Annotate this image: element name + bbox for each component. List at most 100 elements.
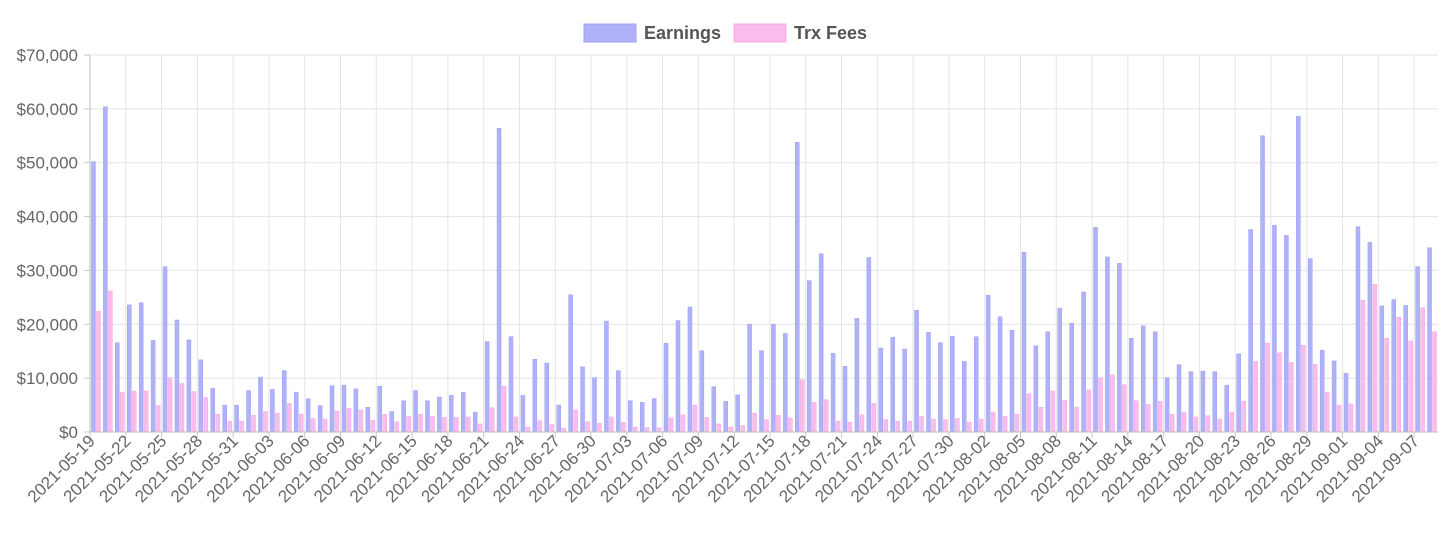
bar-earnings[interactable] bbox=[1164, 377, 1170, 433]
bar-earnings[interactable] bbox=[305, 398, 311, 433]
bar-earnings[interactable] bbox=[282, 370, 287, 433]
bar-trx-fees[interactable] bbox=[1384, 338, 1390, 433]
bar-earnings[interactable] bbox=[699, 350, 705, 433]
bar-earnings[interactable] bbox=[1093, 227, 1098, 433]
bar-earnings[interactable] bbox=[639, 402, 645, 433]
bar-earnings[interactable] bbox=[1391, 299, 1396, 433]
bar-earnings[interactable] bbox=[914, 310, 919, 433]
bar-trx-fees[interactable] bbox=[477, 423, 483, 433]
bar-trx-fees[interactable] bbox=[251, 415, 256, 433]
bar-trx-fees[interactable] bbox=[537, 420, 543, 433]
bar-trx-fees[interactable] bbox=[740, 425, 745, 433]
bar-trx-fees[interactable] bbox=[1050, 390, 1056, 433]
bar-trx-fees[interactable] bbox=[955, 418, 960, 433]
bar-trx-fees[interactable] bbox=[215, 413, 221, 433]
bar-trx-fees[interactable] bbox=[263, 411, 268, 433]
bar-trx-fees[interactable] bbox=[1002, 416, 1008, 433]
bar-trx-fees[interactable] bbox=[967, 422, 972, 433]
bar-trx-fees[interactable] bbox=[346, 408, 352, 433]
bar-trx-fees[interactable] bbox=[1086, 389, 1091, 433]
bar-trx-fees[interactable] bbox=[191, 391, 197, 433]
bar-trx-fees[interactable] bbox=[644, 427, 650, 433]
bar-earnings[interactable] bbox=[902, 348, 907, 433]
bar-trx-fees[interactable] bbox=[120, 391, 125, 433]
bar-earnings[interactable] bbox=[1367, 242, 1373, 433]
bar-trx-fees[interactable] bbox=[1312, 363, 1318, 433]
bar-trx-fees[interactable] bbox=[800, 379, 805, 433]
bar-earnings[interactable] bbox=[723, 401, 728, 433]
bar-earnings[interactable] bbox=[365, 406, 371, 433]
bar-earnings[interactable] bbox=[962, 361, 967, 433]
bar-earnings[interactable] bbox=[520, 395, 526, 433]
bar-trx-fees[interactable] bbox=[859, 414, 865, 433]
bar-earnings[interactable] bbox=[222, 404, 227, 433]
bar-earnings[interactable] bbox=[484, 341, 490, 433]
bar-earnings[interactable] bbox=[103, 106, 108, 433]
bar-trx-fees[interactable] bbox=[1181, 411, 1187, 433]
bar-earnings[interactable] bbox=[449, 395, 454, 433]
bar-earnings[interactable] bbox=[1200, 370, 1206, 433]
bar-earnings[interactable] bbox=[1284, 235, 1289, 433]
bar-trx-fees[interactable] bbox=[823, 399, 829, 433]
bar-earnings[interactable] bbox=[294, 391, 299, 433]
bar-earnings[interactable] bbox=[1009, 329, 1015, 433]
bar-earnings[interactable] bbox=[592, 377, 597, 433]
bar-trx-fees[interactable] bbox=[382, 413, 388, 433]
bar-earnings[interactable] bbox=[317, 405, 323, 433]
bar-trx-fees[interactable] bbox=[1229, 411, 1234, 433]
bar-earnings[interactable] bbox=[174, 319, 180, 433]
bar-trx-fees[interactable] bbox=[430, 416, 435, 433]
bar-earnings[interactable] bbox=[687, 306, 693, 433]
bar-trx-fees[interactable] bbox=[322, 418, 328, 433]
bar-trx-fees[interactable] bbox=[1396, 317, 1401, 433]
bar-trx-fees[interactable] bbox=[489, 407, 495, 433]
bar-trx-fees[interactable] bbox=[406, 416, 411, 433]
bar-earnings[interactable] bbox=[186, 339, 192, 433]
bar-trx-fees[interactable] bbox=[442, 417, 447, 433]
bar-earnings[interactable] bbox=[115, 342, 120, 433]
bar-earnings[interactable] bbox=[246, 390, 251, 433]
bar-trx-fees[interactable] bbox=[513, 416, 519, 433]
bar-trx-fees[interactable] bbox=[155, 405, 161, 433]
bar-trx-fees[interactable] bbox=[1336, 404, 1342, 433]
bar-trx-fees[interactable] bbox=[1098, 377, 1103, 433]
bar-earnings[interactable] bbox=[1307, 258, 1313, 433]
bar-earnings[interactable] bbox=[711, 386, 717, 433]
bar-earnings[interactable] bbox=[771, 324, 776, 433]
bar-earnings[interactable] bbox=[1331, 360, 1337, 433]
bar-trx-fees[interactable] bbox=[1074, 406, 1079, 433]
bar-trx-fees[interactable] bbox=[108, 290, 113, 433]
bar-trx-fees[interactable] bbox=[776, 415, 781, 433]
bar-trx-fees[interactable] bbox=[1360, 299, 1366, 433]
bar-trx-fees[interactable] bbox=[1110, 374, 1115, 433]
bar-earnings[interactable] bbox=[127, 304, 132, 433]
bar-trx-fees[interactable] bbox=[1038, 406, 1044, 433]
bar-earnings[interactable] bbox=[532, 359, 538, 433]
bar-earnings[interactable] bbox=[830, 353, 836, 433]
bar-trx-fees[interactable] bbox=[1408, 340, 1413, 433]
bar-trx-fees[interactable] bbox=[943, 419, 948, 433]
bar-trx-fees[interactable] bbox=[299, 413, 304, 433]
bar-earnings[interactable] bbox=[329, 385, 335, 433]
bar-trx-fees[interactable] bbox=[239, 420, 244, 433]
bar-trx-fees[interactable] bbox=[96, 311, 101, 433]
bar-trx-fees[interactable] bbox=[275, 412, 280, 433]
bar-trx-fees[interactable] bbox=[501, 385, 507, 433]
bar-earnings[interactable] bbox=[1176, 364, 1182, 433]
bar-trx-fees[interactable] bbox=[334, 410, 340, 433]
bar-trx-fees[interactable] bbox=[1122, 384, 1127, 433]
bar-trx-fees[interactable] bbox=[549, 424, 555, 433]
bar-earnings[interactable] bbox=[1260, 135, 1265, 433]
bar-trx-fees[interactable] bbox=[764, 419, 769, 433]
bar-earnings[interactable] bbox=[437, 396, 442, 433]
bar-earnings[interactable] bbox=[854, 318, 860, 433]
bar-trx-fees[interactable] bbox=[931, 418, 936, 433]
bar-trx-fees[interactable] bbox=[752, 412, 757, 433]
bar-trx-fees[interactable] bbox=[466, 416, 471, 433]
bar-earnings[interactable] bbox=[1129, 338, 1134, 433]
bar-earnings[interactable] bbox=[461, 391, 466, 433]
bar-trx-fees[interactable] bbox=[990, 411, 996, 433]
bar-trx-fees[interactable] bbox=[1253, 361, 1258, 433]
bar-earnings[interactable] bbox=[926, 332, 931, 433]
bar-trx-fees[interactable] bbox=[1277, 352, 1282, 433]
